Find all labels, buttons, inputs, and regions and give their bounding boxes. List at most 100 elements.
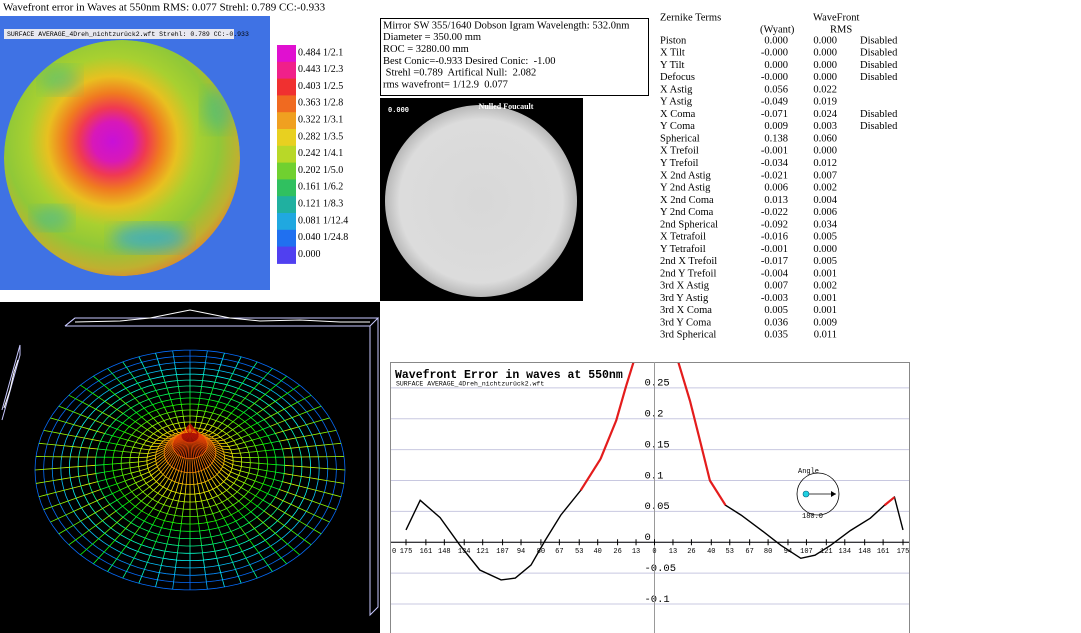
- mesh-spoke: [169, 418, 174, 425]
- zernike-name: Y 2nd Coma: [660, 207, 714, 218]
- mesh-spoke: [165, 449, 175, 460]
- zernike-value: -0.001: [761, 146, 788, 157]
- mesh-spoke: [172, 433, 182, 443]
- y-tick-label: 0.15: [645, 439, 670, 451]
- mesh-spoke: [108, 510, 117, 517]
- zernike-name: 3rd Y Astig: [660, 293, 709, 304]
- x-start-label: 0: [392, 548, 396, 556]
- mesh-spoke: [134, 397, 140, 404]
- mesh-spoke: [156, 456, 166, 465]
- mesh-spoke: [157, 358, 160, 365]
- mesh-spoke: [119, 398, 126, 404]
- mesh-spoke: [34, 468, 44, 471]
- mesh-spoke: [43, 506, 52, 511]
- angle-label: Angle: [798, 468, 819, 476]
- mesh-spoke: [222, 448, 231, 451]
- mesh-spoke: [284, 473, 293, 476]
- mesh-spoke: [82, 530, 90, 536]
- zernike-name: Defocus: [660, 72, 695, 83]
- mesh-spoke: [259, 435, 268, 439]
- mesh-spoke: [81, 426, 90, 430]
- mesh-spoke: [332, 494, 342, 498]
- mesh-spoke: [184, 427, 187, 432]
- mesh-spoke: [163, 439, 170, 442]
- mesh-spoke: [310, 466, 320, 469]
- mesh-spoke: [257, 505, 265, 512]
- mesh-spoke: [104, 433, 113, 437]
- profile-highlight: [677, 363, 680, 364]
- mesh-spoke: [277, 408, 285, 413]
- mesh-spoke: [129, 372, 135, 379]
- zernike-name: Piston: [660, 35, 687, 46]
- mesh-spoke: [95, 464, 104, 466]
- zernike-rms: 0.005: [813, 232, 837, 243]
- mesh-spoke: [256, 516, 264, 523]
- mesh-spoke: [190, 442, 193, 459]
- frame: [369, 318, 379, 617]
- mesh-spoke: [166, 387, 170, 394]
- mesh-spoke: [92, 489, 101, 493]
- mesh-spoke: [60, 466, 70, 469]
- mesh-spoke: [238, 383, 243, 389]
- mesh-spoke: [88, 525, 96, 531]
- mesh-spoke: [215, 454, 225, 462]
- mesh-spoke: [178, 457, 183, 471]
- zernike-rms: 0.000: [813, 35, 837, 46]
- mesh-spoke: [227, 399, 232, 405]
- frame: [64, 317, 76, 327]
- mesh-spoke: [155, 454, 165, 462]
- mesh-spoke: [43, 429, 52, 433]
- mesh-spoke: [103, 384, 110, 391]
- mesh-spoke: [86, 388, 93, 394]
- mesh-spoke: [146, 555, 151, 563]
- mesh-spoke: [178, 386, 180, 393]
- mesh-spoke: [157, 445, 166, 450]
- mesh-spoke: [147, 454, 156, 458]
- zernike-name: 2nd X Trefoil: [660, 256, 717, 267]
- mesh-spoke: [124, 477, 134, 482]
- mesh-spoke: [162, 478, 169, 488]
- mesh-spoke: [183, 441, 188, 458]
- mesh-spoke: [172, 492, 177, 500]
- mesh-spoke: [109, 389, 116, 395]
- mesh-spoke: [195, 472, 199, 484]
- mesh-spoke: [211, 434, 217, 438]
- mesh-spoke: [218, 471, 227, 479]
- mesh-spoke: [126, 564, 131, 572]
- mesh-spoke: [59, 433, 69, 436]
- mesh-spoke: [213, 443, 222, 447]
- legend-label: 0.081 1/12.4: [298, 215, 348, 226]
- mesh-spoke: [50, 417, 59, 421]
- mesh-spoke: [175, 368, 177, 375]
- mesh-spoke: [157, 430, 164, 436]
- zernike-value: -0.003: [761, 293, 788, 304]
- mesh-spoke: [131, 451, 140, 454]
- mesh-spoke: [122, 472, 132, 476]
- zernike-rms: 0.000: [813, 146, 837, 157]
- mesh-spoke: [218, 395, 222, 402]
- mesh-spoke: [158, 364, 162, 371]
- mesh-spoke: [125, 522, 132, 529]
- zernike-rms: 0.012: [813, 158, 837, 169]
- mesh-spoke: [165, 466, 173, 477]
- mesh-spoke: [248, 431, 256, 436]
- profile-highlight: [640, 320, 654, 339]
- mesh-spoke: [166, 412, 171, 419]
- mesh-spoke: [235, 402, 241, 409]
- mesh-spoke: [262, 558, 269, 566]
- mesh-spoke: [73, 424, 82, 428]
- mesh-spoke: [161, 401, 165, 408]
- mesh-spoke: [243, 496, 251, 502]
- mesh-spoke: [284, 417, 293, 421]
- mesh-spoke: [149, 448, 158, 451]
- mesh-spoke: [88, 500, 98, 505]
- mesh-spoke: [108, 483, 117, 488]
- mesh-spoke: [178, 392, 181, 399]
- mesh-spoke: [203, 436, 211, 441]
- zernike-wyant: (Wyant): [760, 24, 795, 35]
- contour-low: [32, 206, 72, 230]
- mesh-spoke: [102, 412, 110, 417]
- mesh-spoke: [120, 546, 127, 553]
- zernike-name: Y Trefoil: [660, 158, 698, 169]
